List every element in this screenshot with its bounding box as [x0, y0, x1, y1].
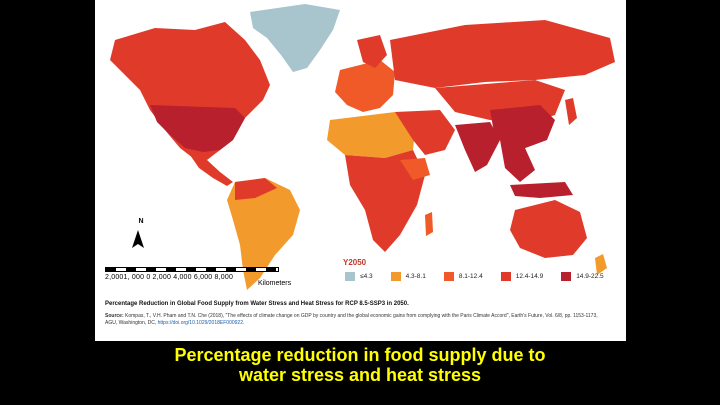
scale-bar-graphic	[105, 267, 279, 272]
region-india	[455, 122, 500, 172]
subtitle-line-1: Percentage reduction in food supply due …	[174, 345, 546, 365]
region-greenland	[250, 4, 340, 72]
region-china	[490, 105, 555, 150]
legend-swatch	[443, 272, 454, 281]
legend-swatch	[500, 272, 511, 281]
region-middle-east	[395, 110, 455, 155]
region-south-america	[227, 178, 300, 290]
region-central-america	[190, 155, 233, 186]
legend-item: ≤4.3	[345, 272, 373, 281]
scale-ticks: 2,0001, 000 0 2,000 4,000 6,000 8,000	[105, 274, 234, 281]
region-madagascar	[425, 212, 433, 236]
region-horn-africa	[400, 158, 430, 180]
legend-swatch	[390, 272, 401, 281]
region-se-asia	[500, 140, 535, 182]
north-label: N	[138, 218, 144, 225]
legend-label: 14.9-22.5	[576, 273, 604, 280]
legend-swatch	[345, 272, 355, 281]
caption-title: Percentage Reduction in Global Food Supp…	[105, 301, 409, 307]
region-brazil-north	[235, 178, 277, 200]
region-africa	[345, 150, 425, 252]
legend-label: ≤4.3	[360, 273, 373, 280]
source-text: Kompas, T., V.H. Pham and T.N. Che (2018…	[105, 313, 598, 326]
scale-bar: 2,0001, 000 0 2,000 4,000 6,000 8,000	[105, 267, 285, 283]
legend: ≤4.3 4.3-8.1 8.1-12.4 12.4-14.9 14.9-22.…	[345, 272, 622, 281]
north-arrow-icon	[132, 230, 144, 248]
source-label: Source:	[105, 313, 124, 319]
world-map	[110, 4, 615, 290]
region-usa	[150, 105, 245, 152]
legend-label: 8.1-12.4	[458, 273, 483, 280]
subtitle-line-2: water stress and heat stress	[238, 365, 482, 385]
region-scandinavia	[357, 35, 387, 68]
legend-item: 4.3-8.1	[390, 272, 426, 281]
legend-item: 8.1-12.4	[443, 272, 483, 281]
slide-subtitle: Percentage reduction in food supply due …	[0, 345, 720, 385]
region-new-zealand	[595, 254, 607, 275]
caption-source: Source: Kompas, T., V.H. Pham and T.N. C…	[105, 313, 610, 327]
map-panel: N 2,0001, 000 0 2,000 4,000 6,000 8,000 …	[95, 0, 626, 341]
region-russia	[390, 20, 615, 88]
region-africa-north	[327, 112, 415, 158]
legend-item: 14.9-22.5	[561, 272, 604, 281]
scale-unit: Kilometers	[258, 280, 292, 287]
region-indonesia	[510, 182, 573, 198]
region-japan	[565, 98, 577, 125]
legend-item: 12.4-14.9	[500, 272, 544, 281]
source-link[interactable]: https://doi.org/10.1029/2018EF000922.	[157, 320, 245, 326]
legend-label: 4.3-8.1	[405, 273, 426, 280]
legend-swatch	[561, 272, 572, 281]
legend-title: Y2050	[343, 258, 367, 267]
region-europe	[335, 60, 395, 112]
legend-label: 12.4-14.9	[515, 273, 544, 280]
region-australia	[510, 200, 587, 258]
